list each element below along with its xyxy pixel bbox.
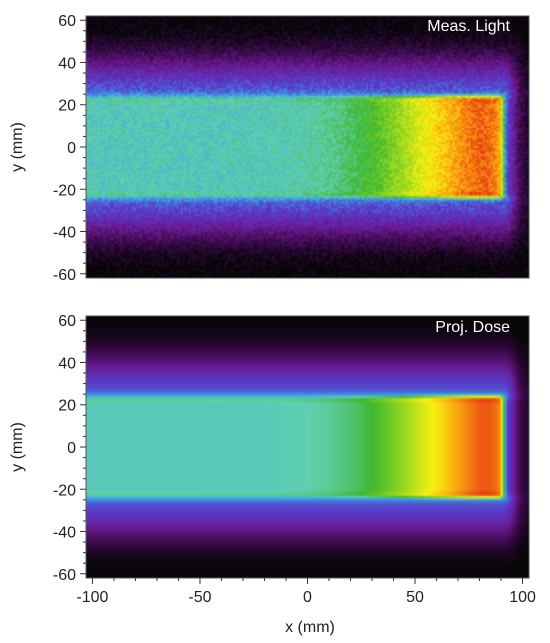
y-tick-label-proj-dose: 0	[67, 440, 76, 457]
y-axis-label-proj-dose: y (mm)	[9, 422, 26, 472]
y-tick-label-proj-dose: 60	[58, 313, 76, 330]
x-tick-label-proj-dose: 0	[303, 589, 312, 606]
y-tick-label-meas-light: -60	[53, 267, 76, 284]
x-axis-proj-dose: -100 -50 0 50 100	[76, 578, 536, 606]
y-axis-meas-light: 60 40 20 0 -20 -40 -60	[53, 13, 86, 284]
x-tick-label-proj-dose: 50	[406, 589, 424, 606]
y-tick-label-proj-dose: -40	[53, 525, 76, 542]
x-axis-label-proj-dose: x (mm)	[285, 619, 335, 636]
y-tick-label-proj-dose: -20	[53, 482, 76, 499]
heatmap-meas-light	[86, 16, 529, 278]
panel-label-proj-dose: Proj. Dose	[435, 319, 510, 336]
x-tick-label-proj-dose: -100	[76, 589, 108, 606]
y-axis-proj-dose: 60 40 20 0 -20 -40 -60	[53, 313, 86, 584]
y-tick-label-meas-light: -40	[53, 225, 76, 242]
panel-meas-light: Meas. Light 60 40 20 0 -20 -40 -60 y (mm)	[9, 13, 530, 284]
y-tick-label-meas-light: 60	[58, 13, 76, 30]
y-tick-label-meas-light: 40	[58, 55, 76, 72]
x-tick-label-proj-dose: -50	[188, 589, 211, 606]
y-tick-label-meas-light: 0	[67, 140, 76, 157]
x-tick-label-proj-dose: 100	[509, 589, 536, 606]
y-tick-label-proj-dose: -60	[53, 567, 76, 584]
panel-proj-dose: Proj. Dose 60 40 20 0 -20 -40 -60 -100 -50 0 50 10…	[9, 313, 536, 636]
y-tick-label-proj-dose: 20	[58, 398, 76, 415]
panel-label-meas-light: Meas. Light	[427, 18, 510, 35]
y-tick-label-meas-light: 20	[58, 98, 76, 115]
heatmap-proj-dose	[86, 316, 529, 578]
y-tick-label-meas-light: -20	[53, 182, 76, 199]
y-axis-label-meas-light: y (mm)	[9, 122, 26, 172]
y-tick-label-proj-dose: 40	[58, 355, 76, 372]
